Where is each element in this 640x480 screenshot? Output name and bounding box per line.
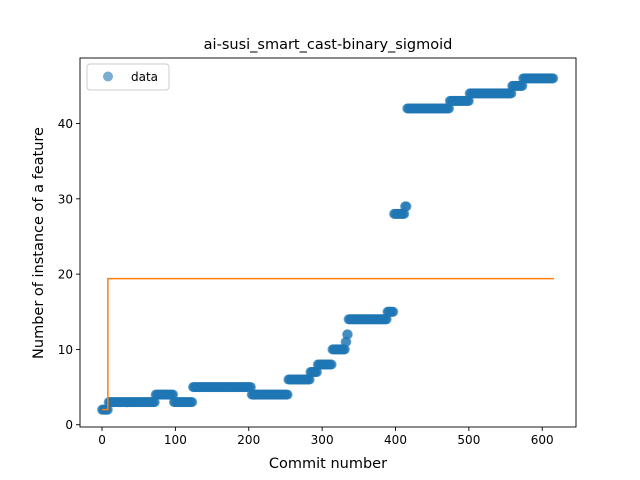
data-point (444, 103, 455, 114)
data-point (282, 389, 293, 400)
y-tick-label: 30 (58, 192, 73, 206)
data-point (149, 397, 160, 408)
data-point (187, 397, 198, 408)
data-point (311, 367, 322, 378)
data-point (326, 359, 337, 370)
fit-line (102, 277, 554, 411)
data-point (517, 80, 528, 91)
data-point (401, 201, 412, 212)
data-point (304, 374, 315, 385)
x-tick-label: 200 (237, 433, 260, 447)
x-tick-label: 300 (311, 433, 334, 447)
data-point (342, 329, 353, 340)
legend-marker-data (103, 71, 113, 82)
x-tick-label: 400 (384, 433, 407, 447)
data-point (506, 88, 517, 99)
x-tick-label: 500 (457, 433, 480, 447)
data-point (341, 336, 352, 347)
legend-box (86, 63, 170, 91)
y-tick-label: 20 (58, 268, 73, 282)
x-tick-label: 100 (164, 433, 187, 447)
data-point (381, 314, 392, 325)
data-point (245, 382, 256, 393)
data-point (463, 95, 474, 106)
axes-frame (79, 57, 577, 428)
data-point (399, 208, 410, 219)
axis-ticks: 0 100 200 300 400 500 600 0 10 20 30 40 (58, 117, 554, 447)
x-axis-label: Commit number (269, 456, 387, 472)
plot-marks (97, 73, 559, 415)
x-tick-label: 0 (98, 433, 106, 447)
y-tick-label: 0 (65, 418, 73, 432)
x-tick-label: 600 (531, 433, 554, 447)
data-point (388, 306, 399, 317)
legend-label-data: data (131, 70, 158, 84)
data-point (548, 73, 559, 84)
data-point (168, 389, 179, 400)
y-tick-label: 40 (58, 117, 73, 131)
y-axis-label: Number of instance of a feature (31, 127, 47, 359)
data-point (339, 344, 350, 355)
y-tick-label: 10 (58, 343, 73, 357)
legend: data (86, 63, 170, 91)
chart-title: ai-susi_smart_cast-binary_sigmoid (204, 37, 453, 53)
